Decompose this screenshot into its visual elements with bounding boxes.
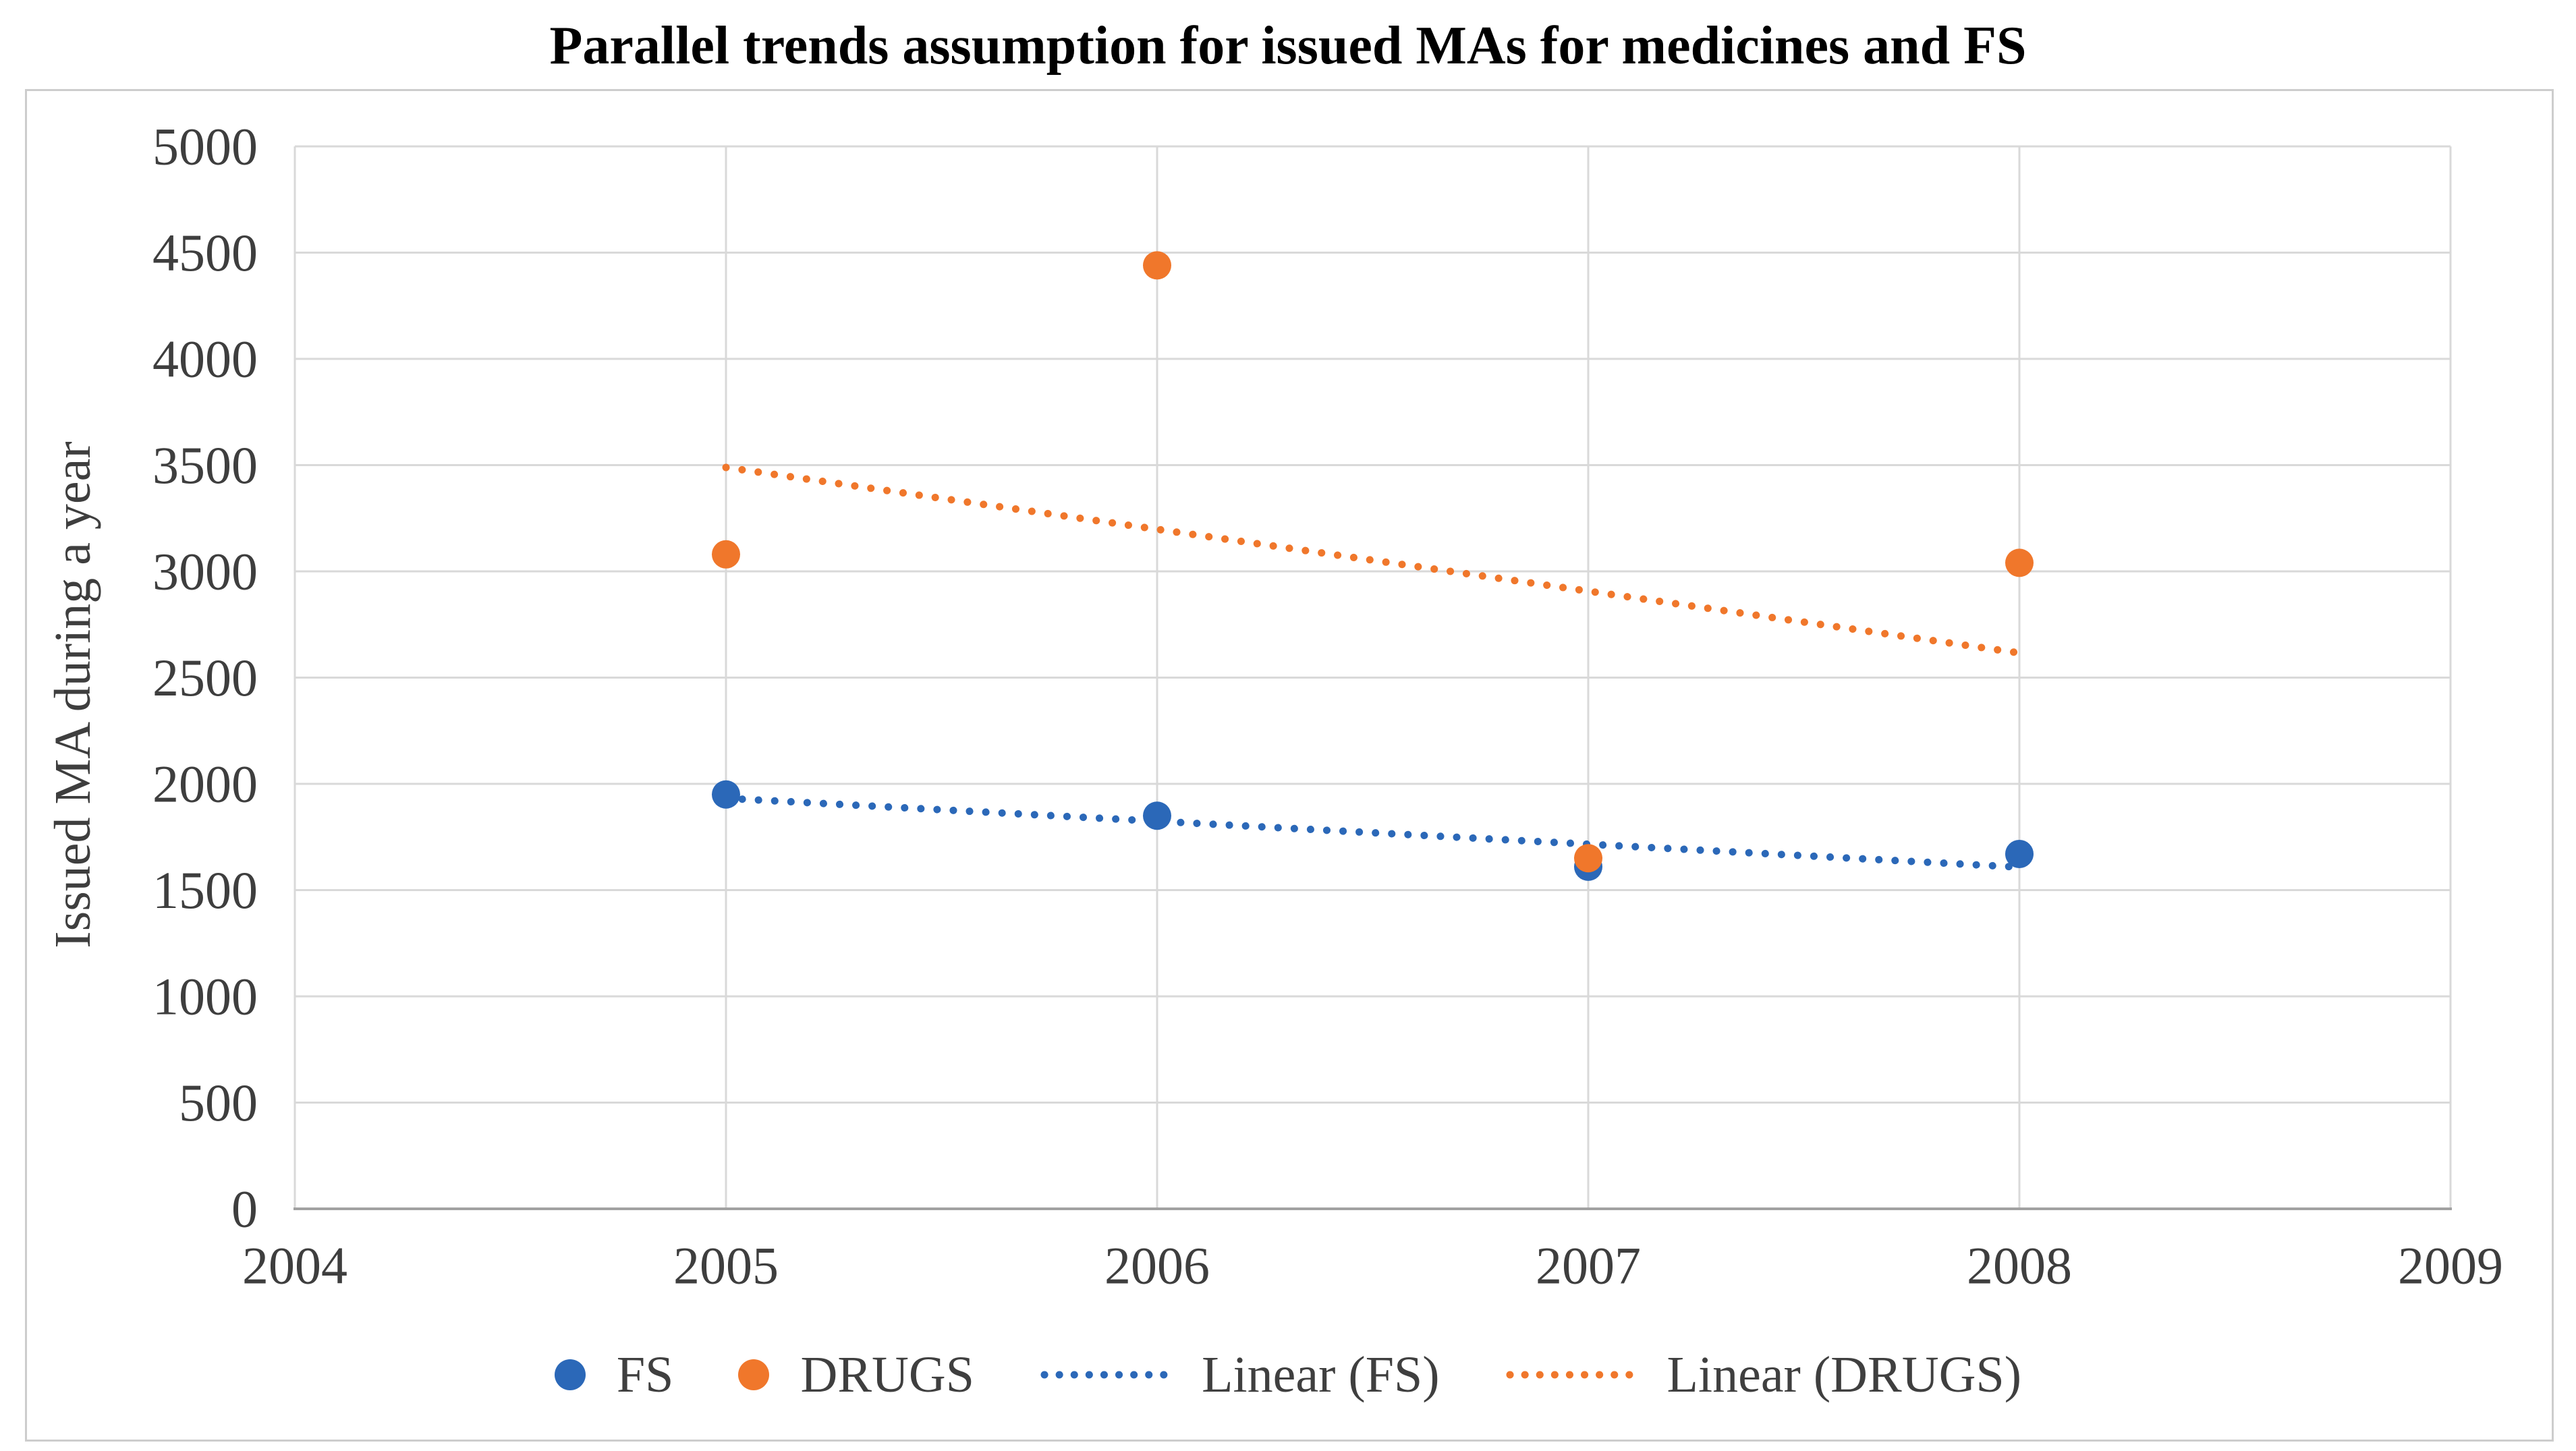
legend-dot-icon (738, 1359, 770, 1390)
chart-title: Parallel trends assumption for issued MA… (549, 16, 2027, 76)
trendline-linear-drugs (722, 463, 2023, 657)
data-point-fs-2005 (712, 780, 740, 809)
data-point-drugs-2005 (712, 540, 740, 569)
x-tick-label: 2008 (1967, 1236, 2072, 1295)
y-axis-title: Issued MA during a year (45, 441, 101, 948)
y-tick-label: 3000 (152, 542, 258, 601)
legend-item-linear-fs: Linear (FS) (1039, 1346, 1440, 1404)
y-tick-label: 500 (179, 1073, 258, 1132)
y-tick-label: 0 (231, 1180, 258, 1239)
data-point-fs-2008 (2005, 839, 2034, 868)
data-point-drugs-2006 (1143, 251, 1171, 280)
y-tick-label: 1000 (152, 967, 258, 1026)
legend-item-drugs: DRUGS (738, 1346, 974, 1404)
data-point-drugs-2007 (1574, 844, 1602, 873)
x-tick-label: 2009 (2398, 1236, 2503, 1295)
data-point-drugs-2008 (2005, 548, 2034, 577)
legend-item-label: DRUGS (800, 1346, 975, 1403)
legend-item-label: Linear (FS) (1202, 1346, 1440, 1403)
trendline-linear-fs (722, 794, 2023, 871)
legend-dot-icon (554, 1359, 586, 1390)
y-tick-label: 4000 (152, 330, 258, 389)
x-tick-label: 2004 (242, 1236, 347, 1295)
y-tick-label: 1500 (152, 861, 258, 919)
y-tick-label: 2000 (152, 755, 258, 814)
data-point-fs-2006 (1143, 801, 1171, 830)
legend-dotted-line-icon (1506, 1371, 1636, 1379)
legend-item-label: Linear (DRUGS) (1667, 1346, 2022, 1403)
legend-item-fs: FS (554, 1346, 674, 1404)
y-tick-label: 4500 (152, 223, 258, 282)
x-tick-label: 2007 (1536, 1236, 1641, 1295)
y-tick-label: 5000 (152, 117, 258, 176)
x-tick-label: 2005 (673, 1236, 779, 1295)
legend-item-label: FS (616, 1346, 674, 1403)
chart-border-frame (25, 89, 2554, 1442)
legend-dotted-line-icon (1040, 1371, 1171, 1379)
x-tick-label: 2006 (1104, 1236, 1210, 1295)
y-tick-label: 3500 (152, 436, 258, 494)
y-tick-label: 2500 (152, 648, 258, 707)
legend-item-linear-drugs: Linear (DRUGS) (1505, 1346, 2022, 1404)
legend: FS DRUGS Linear (FS) Linear (DRUGS) (0, 1334, 2576, 1415)
